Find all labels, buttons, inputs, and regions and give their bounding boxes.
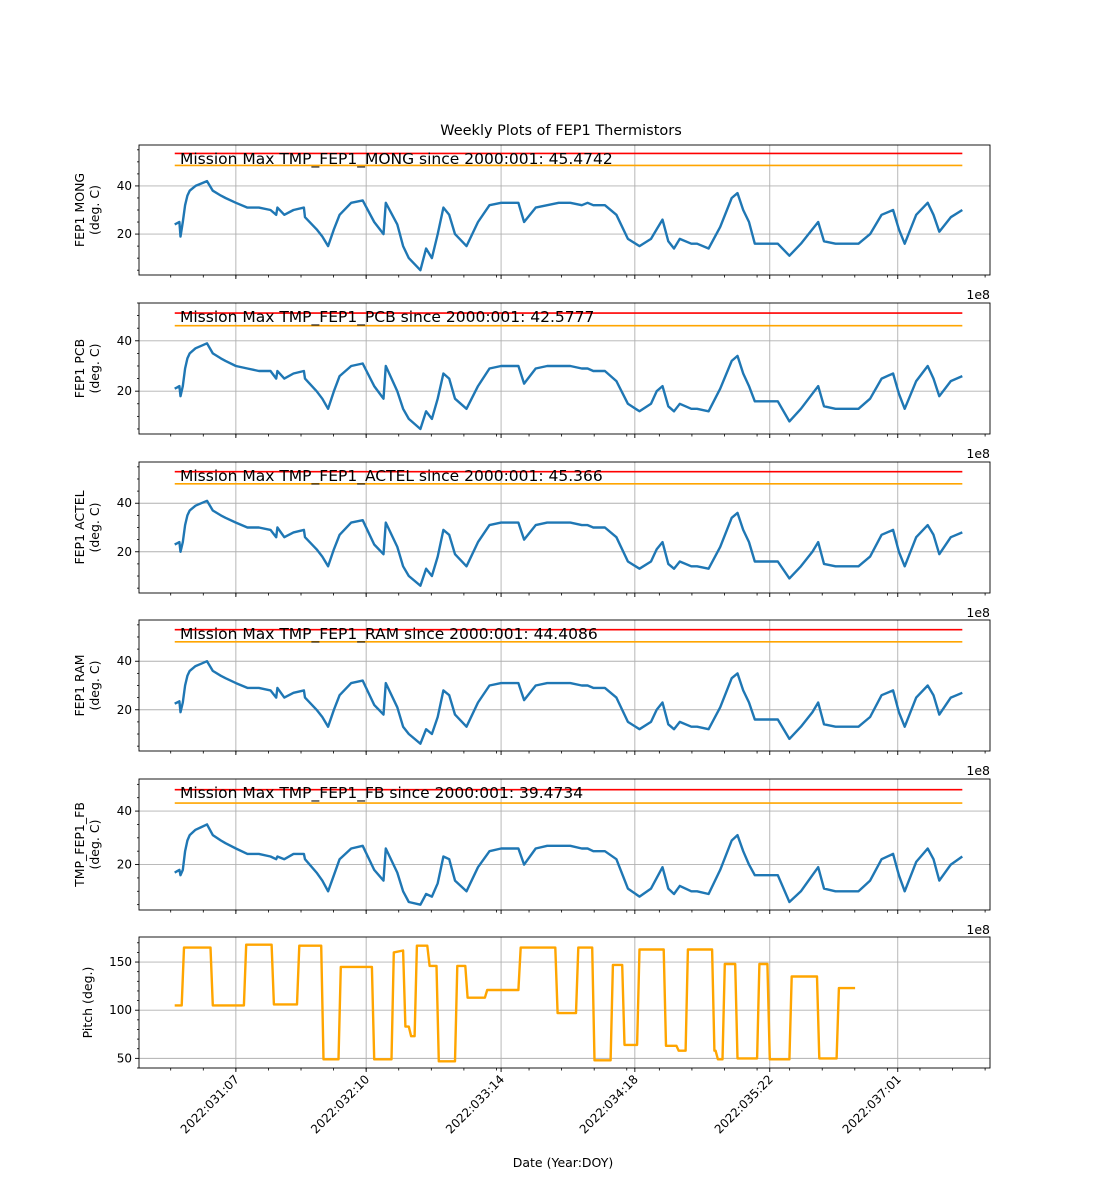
y-axis-unit-label: (deg. C): [87, 185, 102, 235]
axes-frame: [138, 302, 991, 435]
y-axis-label: FEP1 MONG: [72, 173, 87, 247]
panel-1: 20 40 Mission Max TMP_FEP1_MONG since 2000…: [72, 144, 991, 302]
series-line: [174, 499, 963, 587]
x-offset-label: 1e8: [966, 605, 990, 620]
panel-2: 20 40 Mission Max TMP_FEP1_PCB since 2000:…: [72, 302, 991, 461]
series-line: [174, 342, 963, 431]
figure-title: Weekly Plots of FEP1 Thermistors: [440, 123, 682, 139]
y-tick-label: 40: [117, 179, 132, 193]
series-line: [174, 943, 856, 1063]
y-axis-label: FEP1 ACTEL: [72, 490, 87, 564]
y-tick-label: 150: [109, 955, 132, 969]
panel-4: 20 40 Mission Max TMP_FEP1_RAM since 2000:…: [72, 619, 991, 778]
x-offset-label: 1e8: [966, 763, 990, 778]
y-axis-label: TMP_FEP1_FB: [72, 802, 87, 888]
mission-max-annotation: Mission Max TMP_FEP1_MONG since 2000:001…: [180, 150, 613, 169]
y-tick-label: 50: [117, 1051, 132, 1065]
y-tick-label: 40: [117, 804, 132, 818]
y-tick-label: 40: [117, 654, 132, 668]
y-tick-label: 20: [117, 858, 132, 872]
mission-max-annotation: Mission Max TMP_FEP1_ACTEL since 2000:00…: [180, 467, 603, 486]
mission-max-annotation: Mission Max TMP_FEP1_FB since 2000:001: …: [180, 784, 583, 803]
x-offset-label: 1e8: [966, 922, 990, 937]
y-axis-label: Pitch (deg.): [80, 967, 95, 1039]
mission-max-annotation: Mission Max TMP_FEP1_PCB since 2000:001:…: [180, 308, 594, 327]
y-tick-label: 20: [117, 384, 132, 398]
x-offset-label: 1e8: [966, 287, 990, 302]
y-tick-label: 20: [117, 703, 132, 717]
x-axis-label: Date (Year:DOY): [513, 1155, 613, 1170]
axes-frame: [138, 936, 991, 1069]
y-axis-unit-label: (deg. C): [87, 820, 102, 870]
panel-3: 20 40 Mission Max TMP_FEP1_ACTEL since 200…: [72, 461, 991, 620]
y-tick-label: 40: [117, 496, 132, 510]
x-offset-label: 1e8: [966, 446, 990, 461]
y-axis-unit-label: (deg. C): [87, 344, 102, 394]
y-tick-label: 20: [117, 227, 132, 241]
y-axis-unit-label: (deg. C): [87, 503, 102, 553]
y-tick-label: 20: [117, 545, 132, 559]
panel-5: 20 40 Mission Max TMP_FEP1_FB since 2000:0…: [72, 778, 991, 937]
series-line: [174, 823, 963, 906]
y-axis-label: FEP1 PCB: [72, 339, 87, 398]
mission-max-annotation: Mission Max TMP_FEP1_RAM since 2000:001:…: [180, 625, 598, 644]
y-tick-label: 100: [109, 1003, 132, 1017]
series-line: [174, 660, 963, 745]
series-line: [174, 179, 963, 272]
y-axis-unit-label: (deg. C): [87, 661, 102, 711]
y-axis-label: FEP1 RAM: [72, 654, 87, 716]
axes-frame: [138, 778, 991, 911]
y-tick-label: 40: [117, 334, 132, 348]
